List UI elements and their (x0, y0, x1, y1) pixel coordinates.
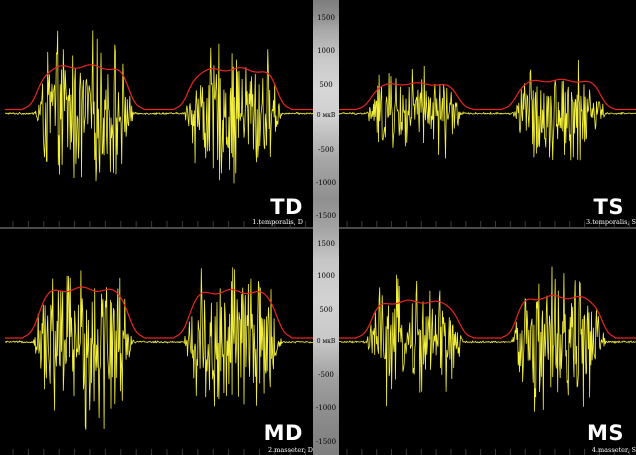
time-grid-md (12, 449, 307, 455)
tick-lower-neg500: -500 (318, 371, 334, 379)
tick-lower-1000: 1000 (317, 272, 335, 280)
signal-trace-ts (339, 59, 636, 227)
muscle-code-ts: TS (593, 195, 624, 219)
envelope-md (5, 286, 313, 339)
tick-upper-1000: 1000 (317, 47, 335, 55)
envelope-ts (339, 78, 636, 111)
signal-trace-td (5, 30, 313, 227)
signal-trace-md (5, 267, 313, 455)
unit-label-upper: мкВ (322, 112, 336, 119)
channel-label-ms: 4.masseter, S (591, 446, 636, 454)
tick-upper-neg1500: -1500 (315, 212, 337, 220)
tick-lower-1500: 1500 (317, 240, 335, 248)
tick-upper-neg1000: -1000 (315, 179, 337, 187)
time-grid-ms (346, 449, 630, 455)
muscle-code-md: MD (263, 421, 303, 445)
panel-md[interactable]: MD 2.masseter, D (5, 229, 313, 455)
channel-label-td: 1.temporalis, D (252, 218, 303, 226)
channel-label-md: 2.masseter, D (268, 446, 313, 454)
emg-signal-td (5, 30, 313, 184)
tick-upper-neg500: -500 (318, 146, 334, 154)
time-grid-ts (346, 221, 630, 227)
tick-upper-1500: 1500 (317, 14, 335, 22)
zero-lower: 0 (316, 338, 321, 345)
tick-lower-neg1500: -1500 (315, 438, 337, 446)
amplitude-axis-bar (313, 0, 339, 455)
tick-lower-neg1000: -1000 (315, 404, 337, 412)
unit-upper: 0 мкВ (313, 112, 339, 119)
tick-lower-500: 500 (319, 306, 333, 314)
panel-ms[interactable]: MS 4.masseter, S (339, 229, 636, 455)
emg-signal-ms (339, 266, 636, 412)
time-grid-td (12, 221, 307, 227)
envelope-td (5, 64, 313, 111)
panel-ts[interactable]: TS 3.temporalis, S (339, 0, 636, 227)
tick-upper-500: 500 (319, 81, 333, 89)
muscle-code-td: TD (270, 195, 303, 219)
zero-upper: 0 (316, 112, 321, 119)
unit-label-lower: мкВ (322, 338, 336, 345)
emg-signal-md (5, 267, 313, 430)
emg-signal-ts (339, 59, 636, 161)
channel-label-ts: 3.temporalis, S (586, 218, 636, 226)
unit-lower: 0 мкВ (313, 338, 339, 345)
muscle-code-ms: MS (586, 421, 624, 445)
envelope-ms (339, 294, 636, 339)
panel-td[interactable]: TD 1.temporalis, D (5, 0, 313, 227)
signal-trace-ms (339, 266, 636, 455)
